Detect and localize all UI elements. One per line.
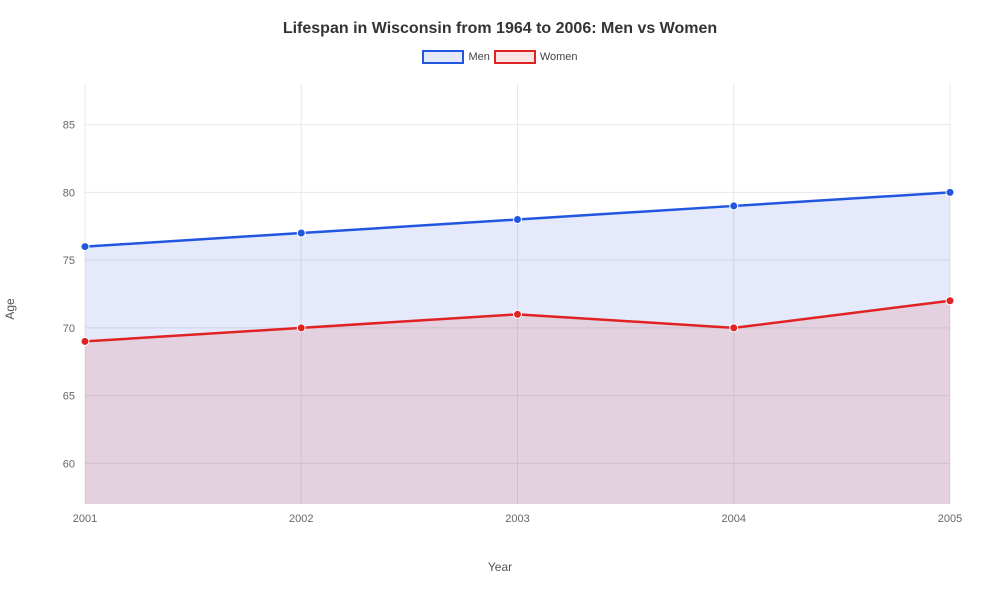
plot-area: Age 60657075808520012002200320042005 Yea…	[30, 74, 970, 544]
legend-label-women: Women	[540, 51, 578, 63]
series-marker-1	[81, 337, 89, 345]
chart-container: Lifespan in Wisconsin from 1964 to 2006:…	[0, 0, 1000, 600]
legend-label-men: Men	[468, 51, 489, 63]
chart-svg: 60 65 70 75 80 85 2001 2002 2003 2004 2005	[30, 74, 970, 544]
x-tick-label: 2005	[938, 513, 962, 525]
x-tick-label: 2004	[722, 513, 746, 525]
legend-swatch-women	[494, 50, 536, 64]
series-marker-1	[514, 310, 522, 318]
legend-item-men: Men	[422, 50, 489, 64]
series-marker-1	[730, 324, 738, 332]
series-marker-0	[946, 188, 954, 196]
y-tick-label: 75	[63, 255, 75, 267]
x-tick-label: 2003	[505, 513, 529, 525]
y-tick-label: 80	[63, 187, 75, 199]
series-marker-0	[297, 229, 305, 237]
series-marker-1	[946, 297, 954, 305]
series-marker-0	[730, 202, 738, 210]
x-axis-label: Year	[488, 560, 512, 574]
y-tick-label: 85	[63, 120, 75, 132]
series-marker-0	[81, 243, 89, 251]
series-marker-1	[297, 324, 305, 332]
legend: Men Women	[30, 50, 970, 64]
x-tick-label: 2001	[73, 513, 97, 525]
y-axis-label: Age	[3, 298, 17, 319]
legend-item-women: Women	[494, 50, 578, 64]
y-tick-label: 65	[63, 391, 75, 403]
chart-title: Lifespan in Wisconsin from 1964 to 2006:…	[30, 20, 970, 38]
series-marker-0	[514, 215, 522, 223]
legend-swatch-men	[422, 50, 464, 64]
x-tick-label: 2002	[289, 513, 313, 525]
y-tick-label: 70	[63, 323, 75, 335]
y-tick-label: 60	[63, 458, 75, 470]
